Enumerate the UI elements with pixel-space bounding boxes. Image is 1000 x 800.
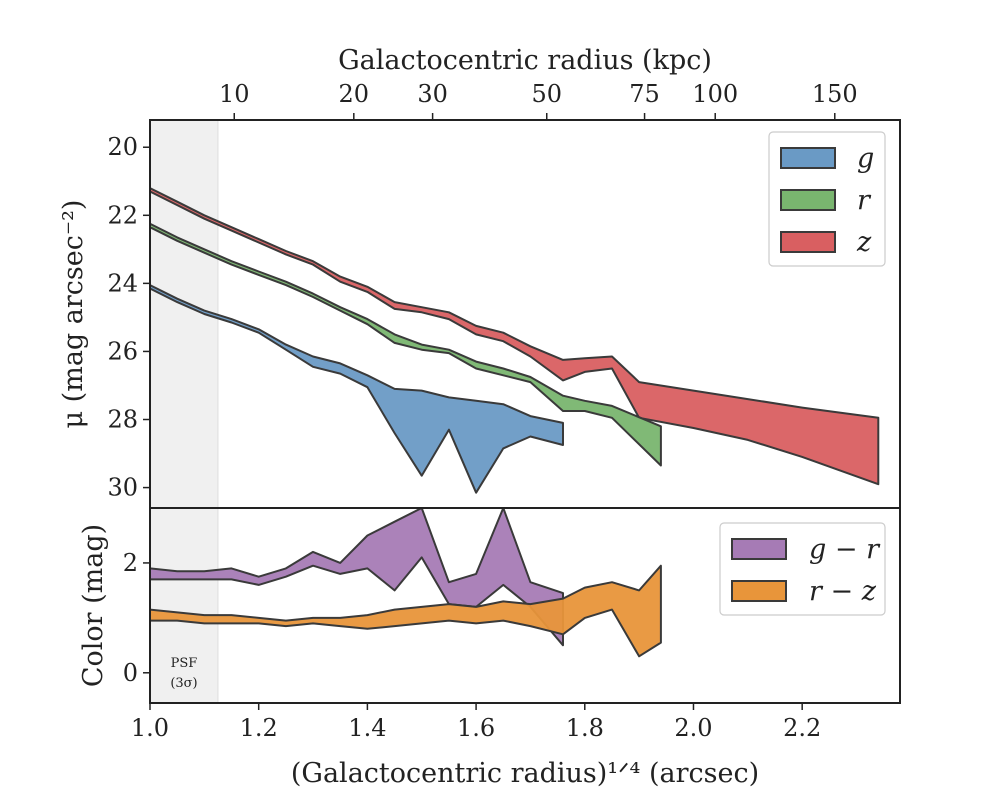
mu-tick-label: 30 bbox=[107, 474, 138, 502]
psf-label-sigma: (3σ) bbox=[170, 676, 197, 691]
x-tick-label: 1.8 bbox=[566, 714, 604, 742]
kpc-tick-label: 75 bbox=[629, 80, 660, 108]
legend-label: r − z bbox=[809, 576, 877, 607]
band-r bbox=[150, 222, 662, 467]
kpc-tick-label: 10 bbox=[219, 80, 250, 108]
x-tick-label: 1.4 bbox=[348, 714, 386, 742]
legend-swatch bbox=[780, 231, 836, 253]
legend-swatch bbox=[731, 580, 787, 602]
x-tick-label: 2.2 bbox=[783, 714, 821, 742]
x-axis-title: (Galactocentric radius)¹ᐟ⁴ (arcsec) bbox=[291, 758, 759, 789]
legend-swatch bbox=[780, 147, 836, 169]
band-g-minus-r bbox=[150, 508, 564, 647]
band-g bbox=[150, 284, 564, 494]
bottom-panel-frame bbox=[149, 507, 901, 704]
kpc-tick-label: 100 bbox=[692, 80, 738, 108]
color-tick-label: 2 bbox=[123, 549, 138, 577]
mu-tick-label: 24 bbox=[107, 269, 138, 297]
band-r-minus-z bbox=[150, 564, 662, 658]
legend-label: r bbox=[857, 185, 872, 216]
kpc-tick-label: 50 bbox=[531, 80, 562, 108]
color-tick-label: 0 bbox=[123, 659, 138, 687]
color-axis-title: Color (mag) bbox=[78, 524, 109, 687]
legend-label: z bbox=[856, 227, 872, 258]
x-tick-label: 1.0 bbox=[131, 714, 169, 742]
psf-label: PSF bbox=[171, 656, 198, 671]
mu-tick-label: 22 bbox=[107, 201, 138, 229]
kpc-tick-label: 30 bbox=[417, 80, 448, 108]
kpc-tick-label: 150 bbox=[812, 80, 858, 108]
kpc-tick-label: 20 bbox=[339, 80, 370, 108]
legend-label: g − r bbox=[809, 534, 881, 565]
legend-label: g bbox=[857, 143, 874, 174]
mu-tick-label: 26 bbox=[107, 337, 138, 365]
x-tick-label: 1.6 bbox=[457, 714, 495, 742]
legend-swatch bbox=[780, 189, 836, 211]
top-axis-title: Galactocentric radius (kpc) bbox=[338, 45, 712, 76]
mu-tick-label: 20 bbox=[107, 133, 138, 161]
mu-tick-label: 28 bbox=[107, 406, 138, 434]
band-z bbox=[150, 187, 880, 486]
mu-axis-title: μ (mag arcsec⁻²) bbox=[58, 200, 89, 429]
legend-swatch bbox=[731, 538, 787, 560]
x-tick-label: 1.2 bbox=[240, 714, 278, 742]
x-tick-label: 2.0 bbox=[674, 714, 712, 742]
